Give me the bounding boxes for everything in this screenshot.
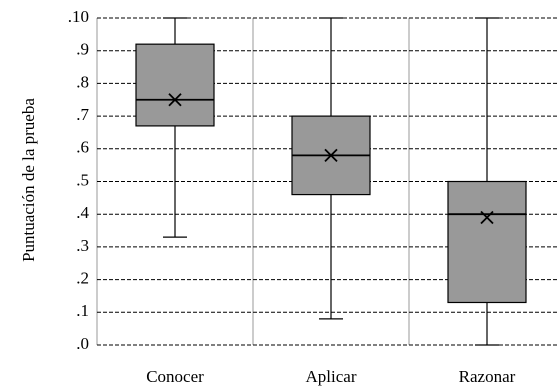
y-tick-label: .3 [76, 236, 89, 255]
x-tick-label: Razonar [459, 367, 516, 386]
x-tick-label: Aplicar [306, 367, 357, 386]
y-tick-label: .4 [76, 203, 89, 222]
mean-marker [480, 210, 494, 225]
y-tick-label: .8 [76, 72, 89, 91]
box [447, 180, 527, 304]
y-axis-label: Puntuación de la prueba [19, 98, 38, 262]
y-tick-label: .6 [76, 138, 89, 157]
y-tick-label: .5 [76, 170, 89, 189]
y-tick-label: .7 [76, 105, 89, 124]
y-tick-label: .9 [76, 40, 89, 59]
y-tick-label: .0 [76, 334, 89, 353]
mean-marker [168, 93, 182, 107]
x-tick-label: Conocer [146, 367, 204, 386]
y-tick-label: .1 [76, 301, 89, 320]
mean-marker [324, 148, 338, 162]
y-tick-label: .2 [76, 269, 89, 288]
y-tick-label: .10 [68, 7, 89, 26]
box [135, 43, 215, 127]
